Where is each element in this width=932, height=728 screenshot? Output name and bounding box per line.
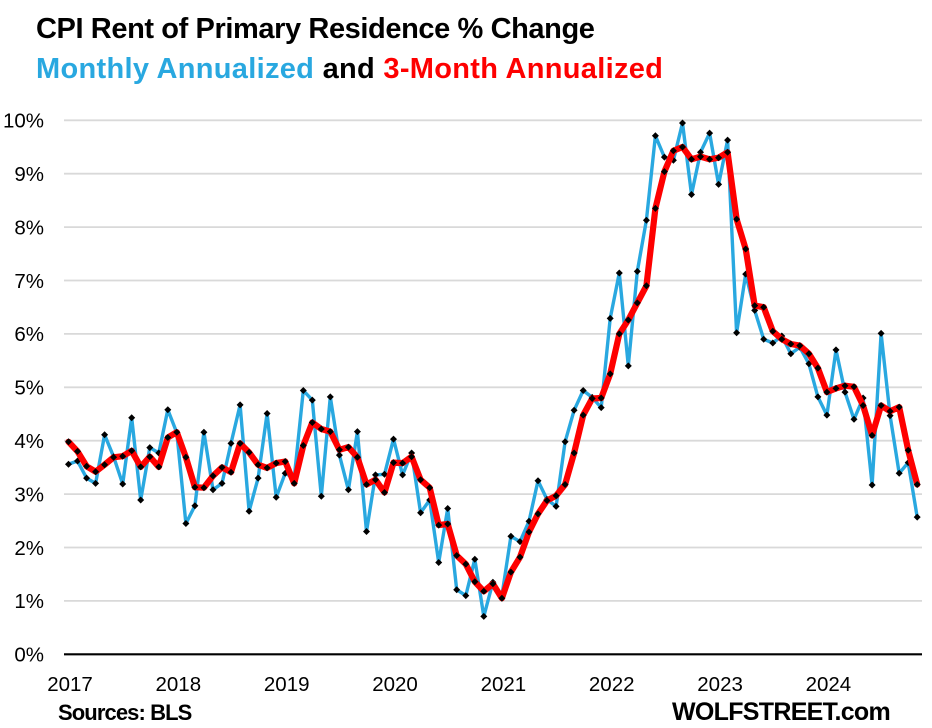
- svg-text:5%: 5%: [14, 377, 44, 400]
- svg-text:2018: 2018: [155, 673, 201, 696]
- svg-text:1%: 1%: [14, 590, 44, 613]
- svg-text:2020: 2020: [372, 673, 418, 696]
- svg-text:6%: 6%: [14, 323, 44, 346]
- svg-text:2017: 2017: [47, 673, 93, 696]
- svg-text:2023: 2023: [697, 673, 743, 696]
- svg-text:0%: 0%: [14, 644, 44, 667]
- svg-text:2022: 2022: [589, 673, 635, 696]
- svg-text:2019: 2019: [264, 673, 310, 696]
- svg-text:7%: 7%: [14, 270, 44, 293]
- svg-text:9%: 9%: [14, 163, 44, 186]
- svg-text:2021: 2021: [481, 673, 527, 696]
- svg-text:8%: 8%: [14, 216, 44, 239]
- svg-text:3%: 3%: [14, 483, 44, 506]
- svg-text:4%: 4%: [14, 430, 44, 453]
- svg-text:2024: 2024: [806, 673, 852, 696]
- svg-text:10%: 10%: [3, 110, 44, 133]
- svg-text:2%: 2%: [14, 537, 44, 560]
